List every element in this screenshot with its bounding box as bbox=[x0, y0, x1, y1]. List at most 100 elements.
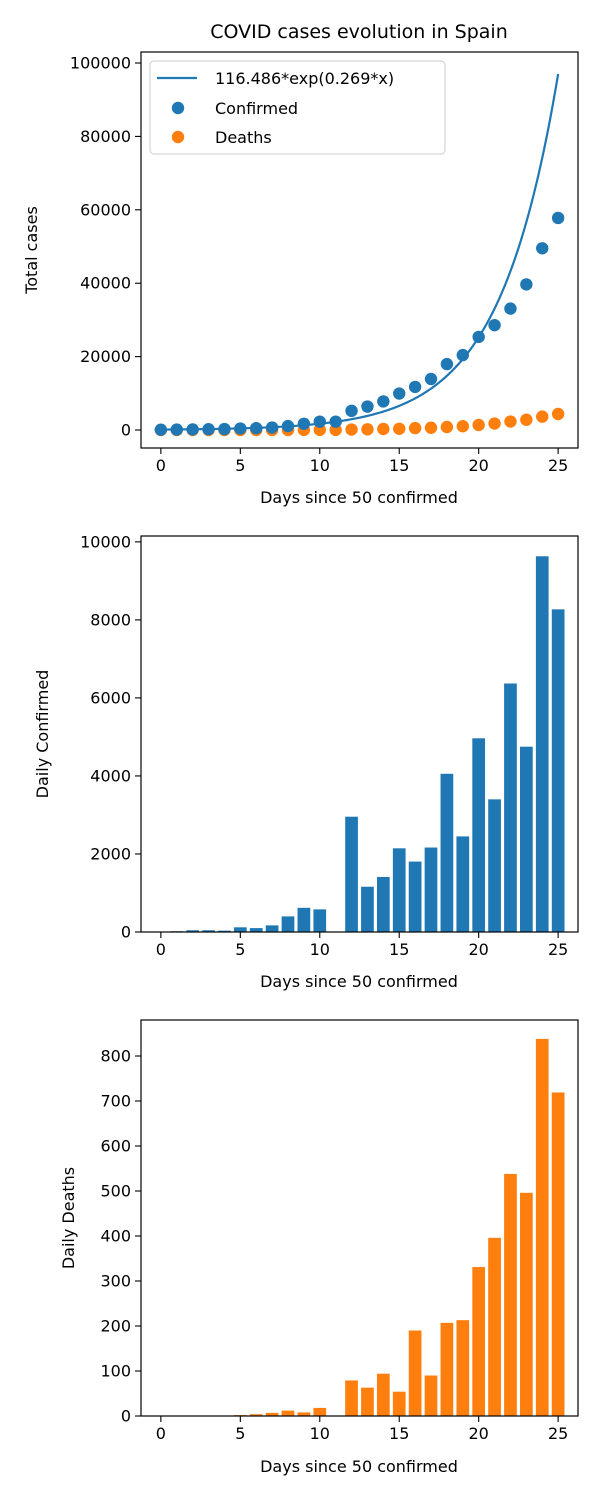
legend-entry: Deaths bbox=[215, 128, 272, 147]
y-tick-label: 2000 bbox=[90, 844, 131, 863]
x-tick-label: 20 bbox=[469, 456, 489, 475]
legend-marker-confirmed bbox=[171, 101, 185, 115]
fit-line bbox=[160, 73, 560, 431]
bar bbox=[297, 907, 311, 932]
daily-confirmed-panel: Daily Confirmed Days since 50 confirmed … bbox=[33, 532, 579, 991]
bar bbox=[186, 930, 200, 932]
bar bbox=[313, 1407, 327, 1416]
bar bbox=[440, 773, 454, 932]
bar bbox=[281, 1410, 295, 1416]
x-tick-label: 5 bbox=[235, 1424, 245, 1443]
confirmed-point bbox=[297, 417, 311, 430]
x-tick-label: 10 bbox=[310, 1424, 330, 1443]
bar bbox=[361, 1387, 374, 1416]
deaths-point bbox=[393, 422, 406, 435]
y-axis-label: Daily Deaths bbox=[59, 1167, 78, 1269]
plot-frame bbox=[140, 51, 579, 449]
bar bbox=[440, 1322, 454, 1416]
x-tick-label: 25 bbox=[548, 1424, 568, 1443]
x-tick-label: 20 bbox=[469, 1424, 489, 1443]
deaths-point bbox=[361, 423, 374, 436]
bar bbox=[535, 1038, 549, 1416]
confirmed-point bbox=[361, 400, 374, 413]
bar bbox=[392, 848, 406, 932]
bar bbox=[313, 909, 327, 932]
y-tick-label: 80000 bbox=[80, 127, 131, 146]
bar bbox=[297, 1412, 311, 1416]
confirmed-point bbox=[377, 395, 390, 408]
deaths-point bbox=[408, 421, 422, 435]
bar bbox=[519, 746, 533, 932]
y-tick-label: 4000 bbox=[90, 766, 131, 785]
y-tick-label: 500 bbox=[100, 1182, 131, 1201]
confirmed-point bbox=[345, 404, 358, 418]
x-tick-label: 25 bbox=[548, 940, 568, 959]
bar bbox=[376, 1373, 390, 1416]
x-axis-label: Days since 50 confirmed bbox=[260, 488, 458, 507]
x-tick-label: 15 bbox=[389, 940, 409, 959]
x-axis-label: Days since 50 confirmed bbox=[260, 1457, 458, 1476]
confirmed-point bbox=[520, 278, 533, 291]
y-tick-label: 200 bbox=[100, 1317, 131, 1336]
x-tick-label: 15 bbox=[389, 456, 409, 475]
bar bbox=[504, 683, 517, 932]
bar bbox=[408, 1330, 422, 1416]
y-tick-label: 8000 bbox=[90, 610, 131, 629]
y-tick-label: 300 bbox=[100, 1272, 131, 1291]
y-axis-label: Total cases bbox=[22, 206, 41, 295]
legend-entry: 116.486*exp(0.269*x) bbox=[215, 69, 394, 88]
legend-marker-deaths bbox=[171, 130, 185, 144]
bar bbox=[535, 556, 549, 932]
x-axis-label: Days since 50 confirmed bbox=[260, 972, 458, 991]
x-tick-label: 10 bbox=[310, 456, 330, 475]
bar bbox=[233, 927, 247, 932]
y-tick-label: 0 bbox=[121, 421, 131, 440]
bar bbox=[218, 930, 231, 932]
bar bbox=[249, 1414, 263, 1416]
deaths-point bbox=[504, 415, 517, 428]
bar bbox=[551, 609, 565, 932]
bar bbox=[345, 1380, 358, 1416]
confirmed-point bbox=[488, 318, 501, 332]
x-tick-label: 25 bbox=[548, 456, 568, 475]
deaths-point bbox=[520, 413, 533, 426]
y-tick-label: 0 bbox=[121, 1407, 131, 1426]
confirmed-point bbox=[440, 357, 454, 371]
bar bbox=[392, 1391, 406, 1416]
legend: 116.486*exp(0.269*x) Confirmed Deaths bbox=[149, 60, 446, 155]
plot-frame bbox=[140, 535, 579, 933]
bar bbox=[424, 847, 438, 932]
bar bbox=[281, 916, 295, 932]
deaths-point bbox=[345, 423, 358, 436]
bar bbox=[488, 799, 501, 932]
x-tick-label: 15 bbox=[389, 1424, 409, 1443]
x-tick-label: 0 bbox=[156, 456, 166, 475]
confirmed-point bbox=[504, 302, 517, 315]
bar bbox=[424, 1375, 438, 1416]
y-axis-label: Daily Confirmed bbox=[33, 670, 52, 799]
daily-deaths-panel: Daily Deaths Days since 50 confirmed 0 5 1… bbox=[59, 1019, 579, 1476]
legend-frame bbox=[149, 60, 446, 155]
deaths-point bbox=[472, 418, 485, 432]
deaths-point bbox=[488, 417, 501, 430]
bar bbox=[504, 1173, 517, 1416]
bar bbox=[519, 1192, 533, 1416]
y-tick-label: 6000 bbox=[90, 688, 131, 707]
x-tick-label: 0 bbox=[156, 940, 166, 959]
bar bbox=[472, 1267, 486, 1416]
bar bbox=[376, 876, 390, 932]
bar bbox=[249, 928, 263, 932]
bar bbox=[456, 836, 470, 932]
confirmed-point bbox=[536, 242, 549, 255]
x-tick-label: 10 bbox=[310, 940, 330, 959]
bar bbox=[472, 738, 486, 932]
y-tick-label: 400 bbox=[100, 1227, 131, 1246]
bar bbox=[265, 1412, 279, 1416]
y-tick-label: 100000 bbox=[70, 54, 131, 73]
y-tick-label: 20000 bbox=[80, 347, 131, 366]
y-tick-label: 40000 bbox=[80, 274, 131, 293]
deaths-point bbox=[424, 421, 438, 434]
deaths-point bbox=[536, 410, 549, 423]
bar bbox=[202, 930, 215, 932]
